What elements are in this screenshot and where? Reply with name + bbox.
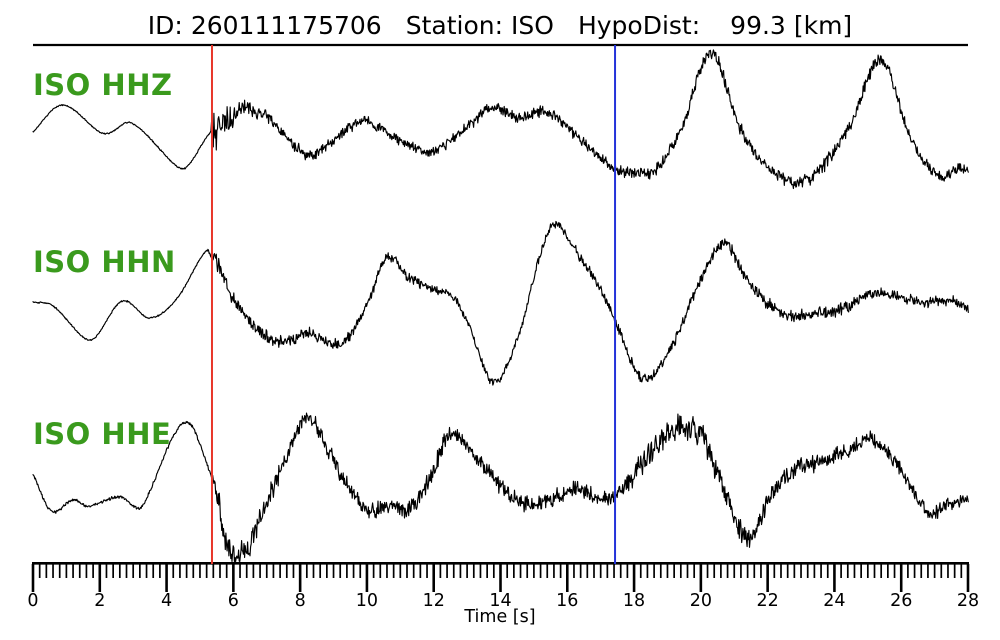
x-tick-label: 2 — [94, 591, 106, 611]
station-label: Station: — [405, 11, 504, 40]
hypodist-value: 99.3 — [730, 11, 786, 40]
station-value: ISO — [511, 11, 554, 40]
x-axis-label: Time [s] — [464, 607, 536, 627]
waveform-path-hhe — [32, 412, 969, 563]
x-tick-label: 16 — [556, 591, 579, 611]
x-tick-label: 20 — [689, 591, 712, 611]
x-tick-label: 0 — [27, 591, 39, 611]
x-tick-label: 6 — [227, 591, 239, 611]
x-tick-label: 4 — [160, 591, 173, 611]
x-tick-label: 12 — [422, 591, 445, 611]
hypodist-label: HypoDist: — [577, 11, 701, 40]
x-tick-label: 24 — [823, 591, 846, 611]
x-tick-label: 8 — [294, 591, 306, 611]
channel-label-hhe: ISO HHE — [33, 417, 172, 451]
x-tick-label: 26 — [890, 591, 913, 611]
x-tick-label: 18 — [622, 591, 646, 611]
id-label: ID: — [147, 11, 183, 40]
waveform-path-hhz — [32, 49, 969, 190]
x-tick-label: 28 — [956, 591, 980, 611]
x-tick-label: 10 — [355, 591, 379, 611]
id-value: 260111175706 — [190, 11, 382, 40]
x-tick-label: 14 — [489, 591, 512, 611]
channel-label-hhn: ISO HHN — [33, 245, 176, 279]
channel-label-hhz: ISO HHZ — [33, 68, 173, 102]
x-tick-label: 22 — [756, 591, 779, 611]
waveform-path-hhn — [32, 220, 969, 386]
hypodist-unit: [km] — [793, 11, 853, 40]
figure-title: ID: 260111175706 Station: ISO HypoDist: 99.3[… — [0, 11, 1000, 40]
